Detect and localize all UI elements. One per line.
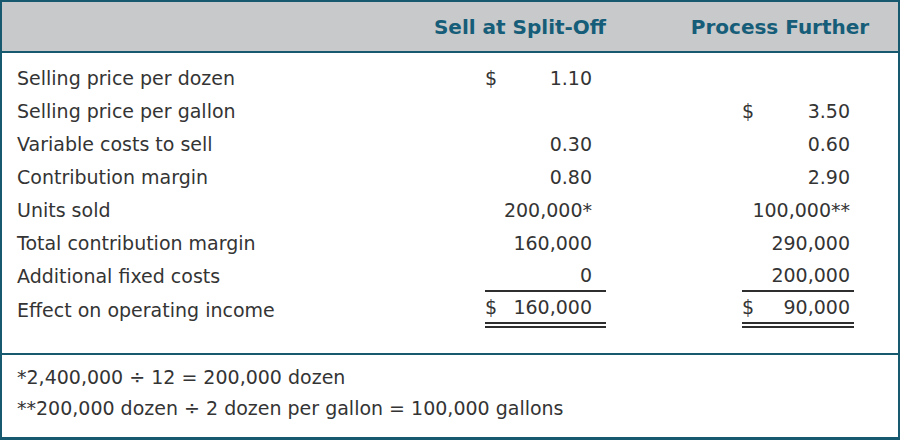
- row-label: Total contribution margin: [17, 232, 485, 254]
- amount-value: 2.90: [808, 166, 850, 188]
- amount-value: 0.80: [550, 166, 592, 188]
- table-row: Additional fixed costs 0 200,000: [17, 259, 898, 292]
- row-label: Selling price per dozen: [17, 67, 485, 89]
- process-further-value-cell: 200,000: [742, 259, 854, 292]
- split-off-value-cell: 0: [485, 259, 606, 292]
- footnote-units-gallons: **200,000 dozen ÷ 2 dozen per gallon = 1…: [17, 393, 898, 424]
- currency-symbol: $: [742, 296, 754, 318]
- table-row: Contribution margin 0.80 2.90: [17, 160, 898, 193]
- table-body: Selling price per dozen $ 1.10 Selling p…: [2, 53, 898, 353]
- split-off-value-cell: $ 1.10: [485, 61, 606, 94]
- split-off-value-cell: 0.30: [485, 127, 606, 160]
- split-off-decision-table: Sell at Split-Off Process Further Sellin…: [0, 0, 900, 440]
- row-label: Variable costs to sell: [17, 133, 485, 155]
- amount-value: 0: [580, 264, 592, 286]
- amount-value: 1.10: [550, 67, 592, 89]
- amount-value: 200,000: [771, 264, 850, 286]
- footnotes-section: *2,400,000 ÷ 12 = 200,000 dozen **200,00…: [2, 353, 898, 424]
- column-header-sell-at-split-off: Sell at Split-Off: [420, 15, 620, 39]
- currency-symbol: $: [485, 67, 497, 89]
- process-further-value-cell: $ 3.50: [742, 94, 854, 127]
- split-off-value-cell: 160,000: [485, 226, 606, 259]
- process-further-value-cell: 290,000: [742, 226, 854, 259]
- amount-value: 0.30: [550, 133, 592, 155]
- currency-symbol: $: [742, 100, 754, 122]
- split-off-value-cell: $ 160,000: [485, 292, 606, 328]
- row-label: Effect on operating income: [17, 299, 485, 321]
- row-label: Selling price per gallon: [17, 100, 485, 122]
- split-off-value-cell: [485, 94, 606, 127]
- amount-value: 290,000: [771, 232, 850, 254]
- amount-value: 100,000**: [752, 199, 850, 221]
- amount-value: 0.60: [808, 133, 850, 155]
- process-further-value-cell: 100,000**: [742, 193, 854, 226]
- amount-value: 3.50: [808, 100, 850, 122]
- footnote-units-dozen: *2,400,000 ÷ 12 = 200,000 dozen: [17, 362, 898, 393]
- process-further-value-cell: [742, 61, 854, 94]
- process-further-value-cell: $ 90,000: [742, 292, 854, 328]
- table-header-row: Sell at Split-Off Process Further: [2, 2, 898, 53]
- row-label: Additional fixed costs: [17, 265, 485, 287]
- amount-value: 200,000*: [504, 199, 592, 221]
- currency-symbol: $: [485, 296, 497, 318]
- table-row: Variable costs to sell 0.30 0.60: [17, 127, 898, 160]
- table-row: Total contribution margin 160,000 290,00…: [17, 226, 898, 259]
- amount-value: 90,000: [784, 296, 850, 318]
- process-further-value-cell: 2.90: [742, 160, 854, 193]
- split-off-value-cell: 0.80: [485, 160, 606, 193]
- amount-value: 160,000: [513, 232, 592, 254]
- table-row: Effect on operating income $ 160,000 $ 9…: [17, 292, 898, 328]
- column-header-process-further: Process Further: [660, 15, 900, 39]
- split-off-value-cell: 200,000*: [485, 193, 606, 226]
- row-label: Units sold: [17, 199, 485, 221]
- table-row: Selling price per dozen $ 1.10: [17, 61, 898, 94]
- row-label: Contribution margin: [17, 166, 485, 188]
- table-row: Selling price per gallon $ 3.50: [17, 94, 898, 127]
- amount-value: 160,000: [513, 296, 592, 318]
- process-further-value-cell: 0.60: [742, 127, 854, 160]
- table-row: Units sold 200,000* 100,000**: [17, 193, 898, 226]
